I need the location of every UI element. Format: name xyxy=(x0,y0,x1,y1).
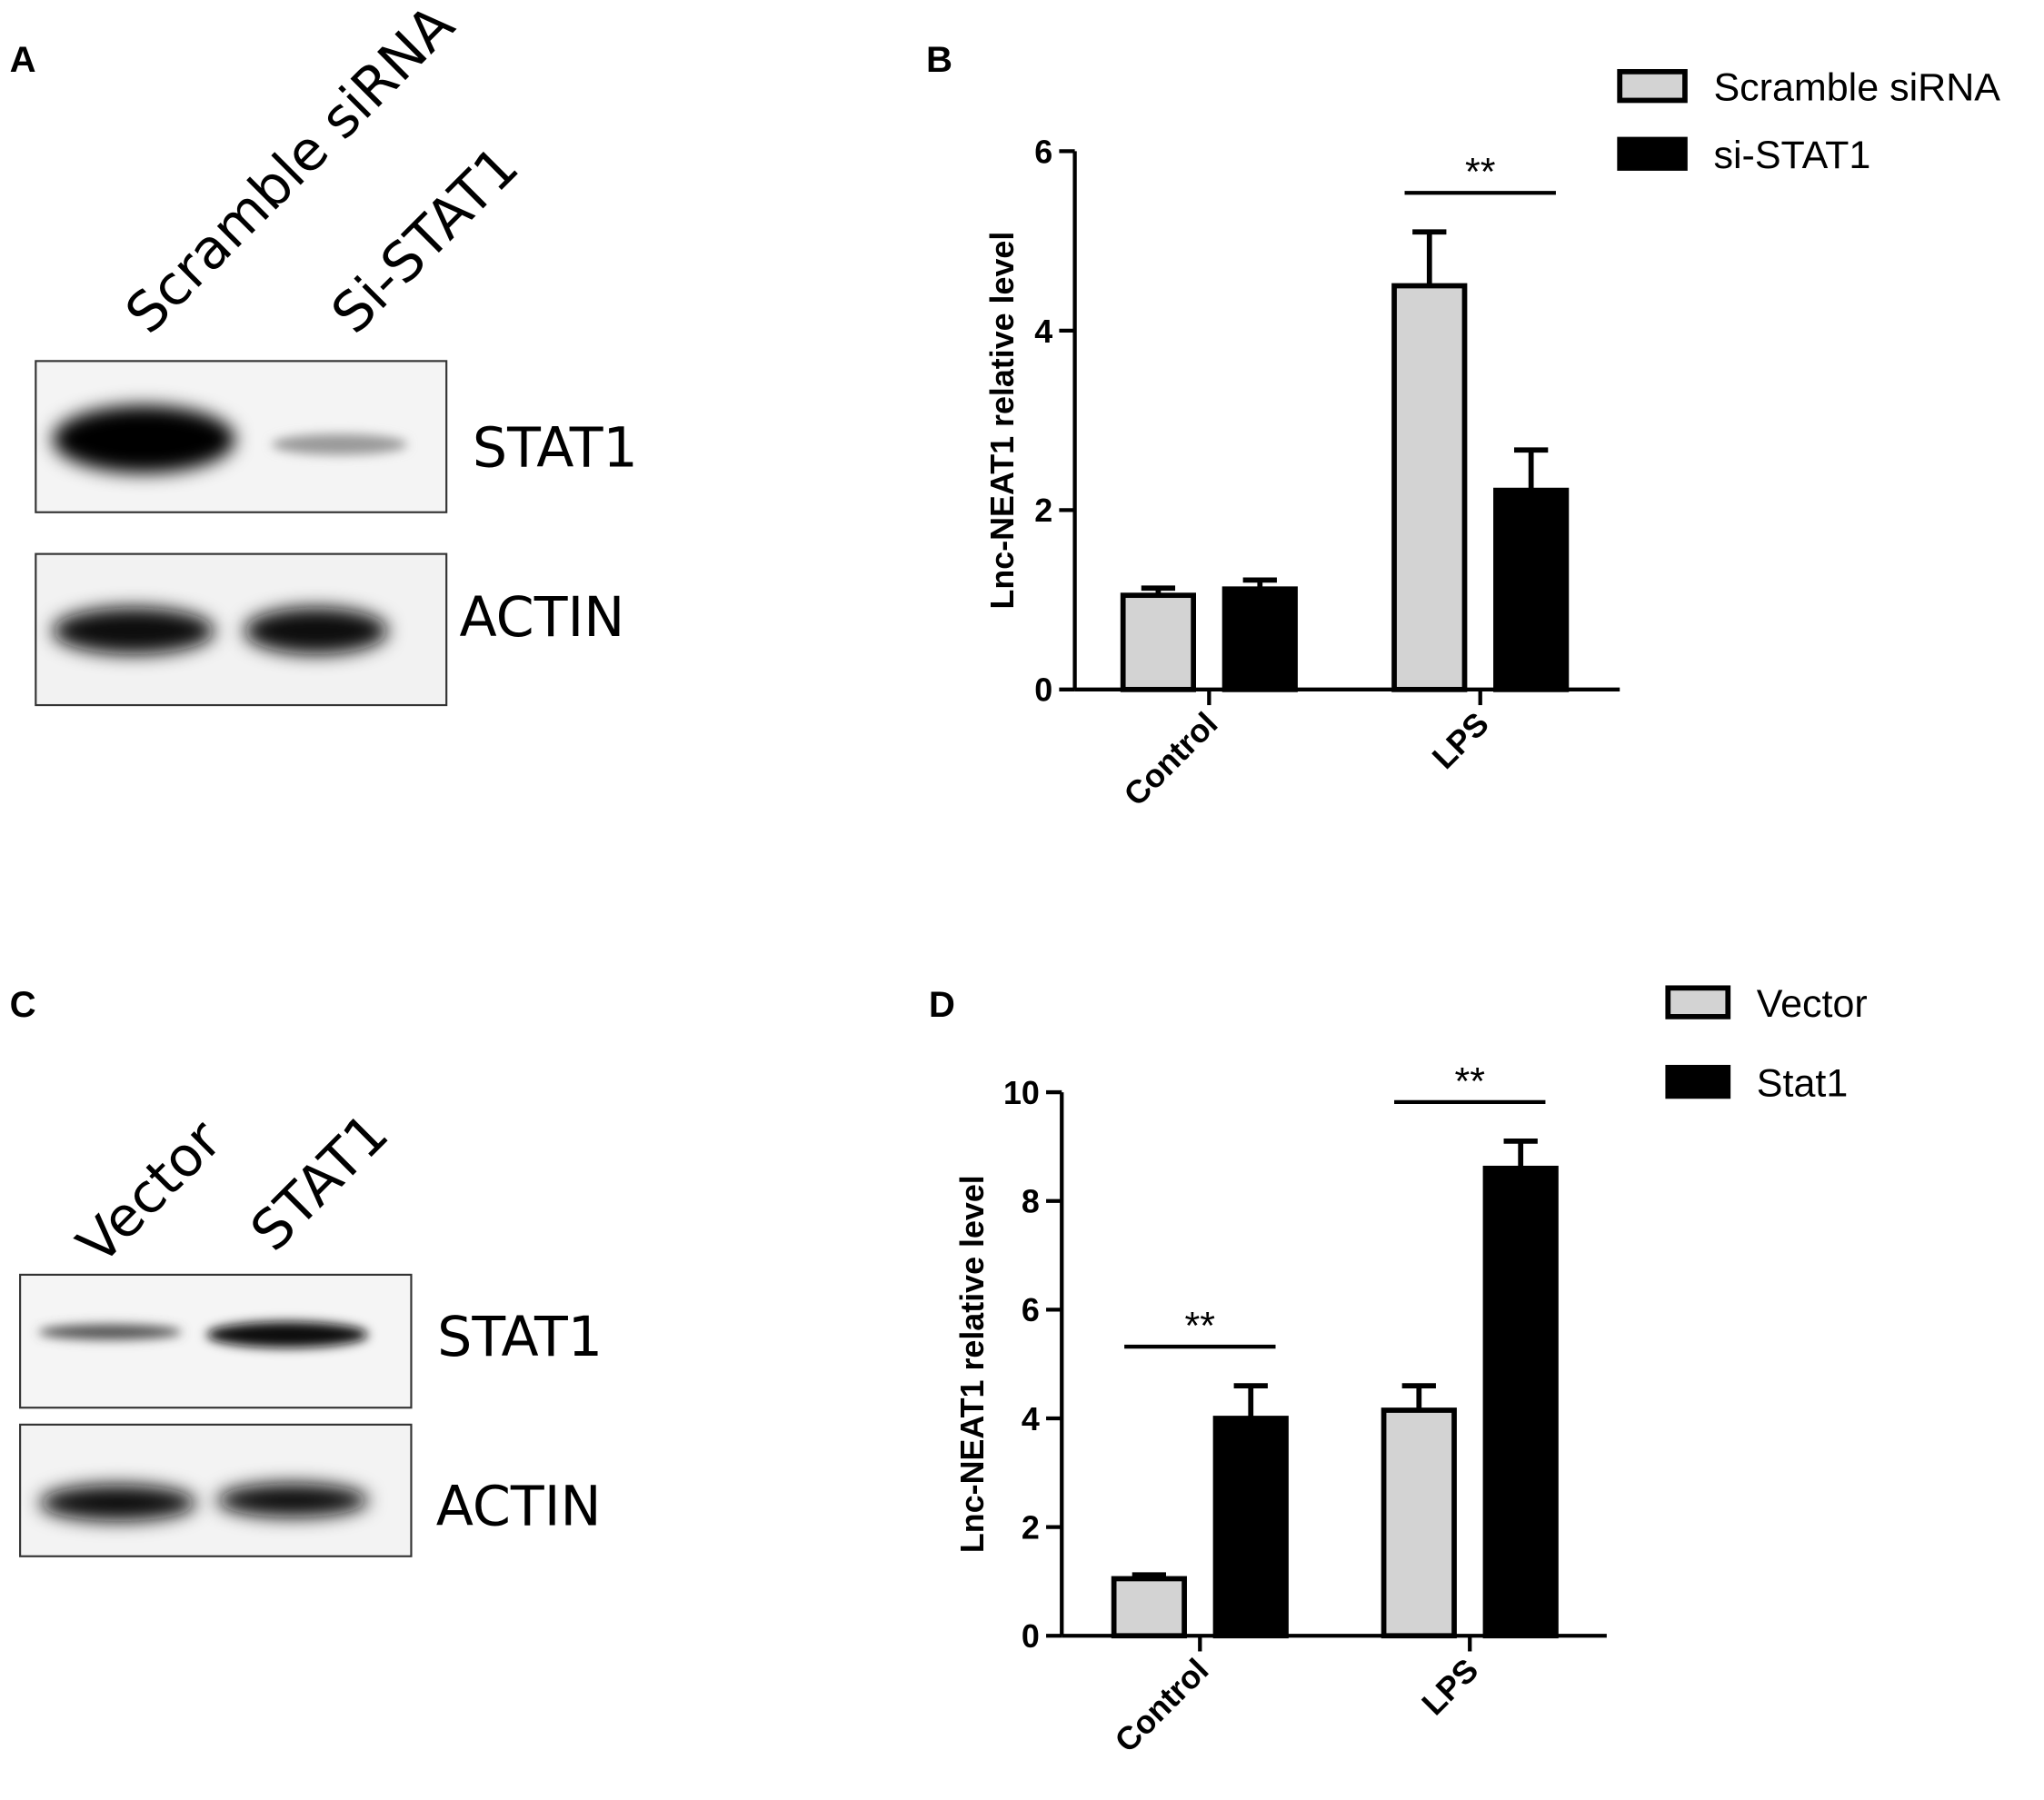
lane-label: STAT1 xyxy=(239,1101,401,1263)
bar xyxy=(1221,586,1298,692)
legend-swatch xyxy=(1617,136,1688,171)
y-tick-label: 4 xyxy=(1034,313,1052,350)
y-tick-label: 2 xyxy=(1034,492,1052,529)
bar xyxy=(1482,1165,1559,1639)
significance-label: ** xyxy=(1465,151,1496,194)
panel-label: B xyxy=(926,39,952,80)
x-tick-label: Control xyxy=(1117,705,1224,812)
x-tick-label: Control xyxy=(1108,1652,1215,1759)
y-tick-label: 0 xyxy=(1022,1618,1040,1655)
lane-label: Si-STAT1 xyxy=(320,134,531,345)
legend-swatch xyxy=(1665,1064,1731,1099)
blot-a-stat1 xyxy=(35,360,448,513)
panel-label: C xyxy=(10,984,36,1025)
row-label: STAT1 xyxy=(437,1306,603,1369)
bar xyxy=(1111,1576,1187,1639)
row-label: ACTIN xyxy=(436,1475,602,1538)
y-tick-label: 6 xyxy=(1034,134,1052,170)
blot-c-stat1 xyxy=(19,1273,413,1409)
bar xyxy=(1381,1407,1457,1639)
legend-label: Stat1 xyxy=(1757,1061,1848,1105)
x-tick-label: LPS xyxy=(1425,705,1496,776)
significance-label: ** xyxy=(1454,1059,1485,1103)
legend-label: si-STAT1 xyxy=(1713,134,1870,177)
blot-c-actin xyxy=(19,1423,413,1557)
legend-swatch xyxy=(1665,985,1731,1019)
bar xyxy=(1212,1416,1289,1639)
y-tick-label: 2 xyxy=(1022,1510,1040,1546)
blot-a-actin xyxy=(35,552,448,707)
row-label: ACTIN xyxy=(460,586,625,650)
lane-label: Vector xyxy=(65,1109,234,1277)
row-label: STAT1 xyxy=(473,417,638,481)
bar xyxy=(1391,283,1468,692)
y-tick-label: 10 xyxy=(1003,1075,1040,1111)
y-axis-label: Lnc-NEAT1 relative level xyxy=(954,1175,991,1553)
y-tick-label: 4 xyxy=(1022,1401,1040,1437)
x-tick-label: LPS xyxy=(1415,1652,1486,1723)
y-tick-label: 0 xyxy=(1034,672,1052,709)
panel-label: A xyxy=(10,39,36,80)
y-axis-label: Lnc-NEAT1 relative level xyxy=(984,232,1021,610)
significance-label: ** xyxy=(1185,1304,1216,1348)
legend-swatch xyxy=(1617,69,1688,104)
panel-label: D xyxy=(929,984,955,1025)
bar xyxy=(1120,592,1197,692)
legend-label: Scramble siRNA xyxy=(1713,65,2000,109)
legend-label: Vector xyxy=(1757,982,1868,1026)
bar xyxy=(1493,487,1570,692)
y-tick-label: 8 xyxy=(1022,1184,1040,1220)
y-tick-label: 6 xyxy=(1022,1292,1040,1328)
